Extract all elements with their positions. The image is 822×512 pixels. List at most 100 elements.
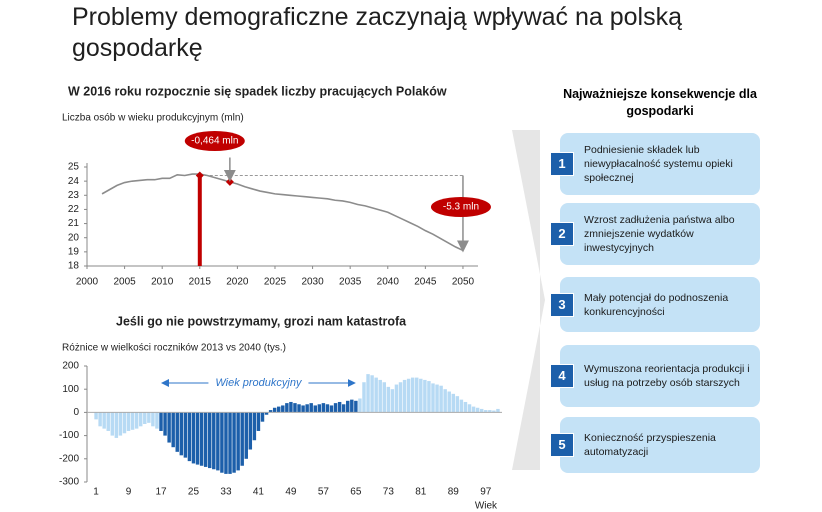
bar [455, 396, 460, 413]
consequence-number: 2 [550, 222, 574, 246]
y-tick-label: -100 [59, 430, 79, 441]
x-tick-label: 2025 [264, 277, 287, 288]
consequences-title: Najważniejsze konsekwencje dla gospodark… [563, 87, 757, 118]
x-tick-label: 81 [415, 487, 427, 498]
consequence-box: Wymuszona reorientacja produkcji i usług… [560, 345, 760, 407]
consequence-text: Mały potencjał do podnoszenia konkurency… [584, 291, 729, 318]
bar [309, 403, 313, 413]
bar [199, 412, 204, 466]
bar [496, 408, 500, 413]
bar [459, 399, 464, 413]
consequence-number: 4 [550, 364, 574, 388]
bar [195, 412, 200, 465]
chart-title: W 2016 roku rozpocznie się spadek liczby… [68, 84, 447, 98]
bar [163, 412, 167, 436]
y-tick-label: 20 [68, 232, 80, 243]
bar [427, 381, 431, 413]
x-tick-label: 65 [350, 487, 362, 498]
bar [114, 412, 119, 438]
bar [179, 412, 184, 456]
bar [293, 403, 297, 413]
bar [220, 412, 224, 473]
bar [264, 412, 269, 415]
bar [390, 389, 395, 413]
bar [207, 412, 212, 469]
bar [415, 377, 419, 413]
consequence-box: Konieczność przyspieszenia automatyzacji [560, 417, 760, 473]
consequence-box: Mały potencjał do podnoszenia konkurency… [560, 277, 760, 332]
bar [228, 412, 232, 474]
consequence-number: 5 [550, 433, 574, 457]
bar [443, 389, 447, 413]
bar [488, 410, 492, 413]
x-axis-label: Wiek [475, 501, 498, 512]
bar [419, 378, 423, 413]
bar [471, 406, 476, 413]
bar [138, 412, 143, 427]
bar [439, 385, 443, 413]
highlight-marker [195, 171, 204, 180]
bar [203, 412, 208, 467]
bar [492, 410, 496, 413]
bar [171, 412, 175, 448]
bar [467, 404, 472, 413]
bar [191, 412, 196, 464]
bar [321, 403, 326, 413]
bar [402, 379, 407, 413]
bar [102, 412, 106, 429]
bar [183, 412, 188, 458]
bar [297, 404, 301, 413]
y-tick-label: 21 [68, 218, 80, 229]
bar [147, 412, 151, 423]
bar [256, 412, 261, 431]
bar [126, 412, 131, 431]
bar [463, 401, 468, 413]
y-tick-label: 24 [68, 176, 80, 187]
annotation-bubble [430, 197, 491, 217]
chevron [512, 130, 545, 470]
bar [317, 404, 322, 413]
bar [447, 391, 451, 413]
x-tick-label: 25 [188, 487, 200, 498]
bar [431, 383, 435, 413]
x-tick-label: 2040 [377, 277, 400, 288]
bar [451, 393, 456, 413]
y-tick-label: 19 [68, 246, 80, 257]
bar [398, 382, 403, 413]
bar [240, 412, 244, 466]
bar [305, 404, 309, 413]
bar [94, 412, 98, 420]
bar [406, 378, 411, 413]
bar [289, 401, 293, 413]
bar [244, 412, 248, 459]
bar [346, 400, 350, 413]
y-tick-label: 100 [62, 384, 79, 395]
x-tick-label: 49 [285, 487, 297, 498]
x-tick-label: 2000 [76, 277, 99, 288]
bar [260, 412, 265, 422]
x-tick-label: 97 [480, 487, 492, 498]
bar [272, 407, 277, 413]
bar [475, 407, 480, 413]
bar [484, 410, 488, 413]
y-tick-label: -300 [59, 477, 79, 488]
consequence-text: Podniesienie składek lub niewypłacalność… [584, 144, 733, 184]
bar [362, 382, 366, 413]
y-tick-label: 25 [68, 162, 80, 173]
x-tick-label: 2050 [452, 277, 475, 288]
consequence-number: 1 [550, 152, 574, 176]
x-tick-label: 33 [220, 487, 232, 498]
bar [236, 412, 240, 471]
bar [216, 412, 220, 471]
x-tick-label: 2005 [113, 277, 136, 288]
bar [378, 379, 382, 413]
highlight-bar [197, 175, 202, 266]
bar [248, 412, 253, 450]
consequence-text: Wymuszona reorientacja produkcji i usług… [584, 363, 750, 389]
bar [329, 405, 334, 413]
x-tick-label: 2030 [301, 277, 324, 288]
bar [252, 412, 257, 441]
bar [175, 412, 179, 452]
bar [479, 408, 484, 413]
